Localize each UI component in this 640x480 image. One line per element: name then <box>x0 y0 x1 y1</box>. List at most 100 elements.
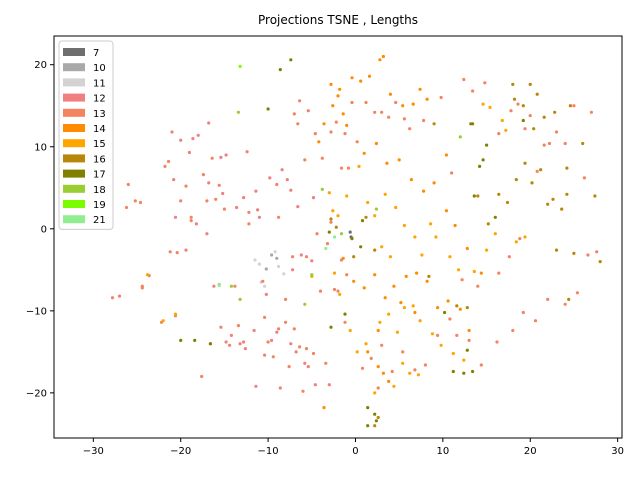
data-point <box>530 181 534 185</box>
data-point <box>376 415 380 420</box>
data-point <box>450 171 454 175</box>
data-point <box>304 255 309 259</box>
data-point <box>390 369 394 374</box>
legend-swatch <box>63 93 85 102</box>
data-point <box>229 284 233 288</box>
data-point <box>478 164 482 168</box>
data-point <box>455 333 459 337</box>
data-point <box>418 319 422 323</box>
data-point <box>350 100 354 105</box>
data-point <box>411 102 415 106</box>
data-point <box>367 74 372 78</box>
data-point <box>598 260 602 264</box>
data-point <box>140 284 144 288</box>
data-point <box>486 222 490 226</box>
data-point <box>402 223 406 228</box>
data-point <box>179 199 183 203</box>
data-point <box>535 169 539 173</box>
data-point <box>455 304 459 308</box>
legend-label: 7 <box>93 48 99 59</box>
data-point <box>329 82 333 86</box>
data-point <box>432 181 436 185</box>
data-point <box>208 342 212 346</box>
data-point <box>243 347 247 351</box>
data-point <box>173 312 178 316</box>
data-point <box>528 114 532 118</box>
data-point <box>472 269 476 274</box>
data-point <box>465 306 469 310</box>
data-point <box>329 130 333 134</box>
data-point <box>217 183 221 187</box>
legend-swatch <box>63 184 85 193</box>
data-point <box>511 82 515 86</box>
data-point <box>374 207 378 211</box>
data-point <box>462 371 466 375</box>
legend-label: 17 <box>93 170 106 181</box>
data-point <box>380 343 384 347</box>
data-point <box>481 158 485 162</box>
data-point <box>242 340 246 344</box>
data-point <box>280 168 284 172</box>
data-point <box>329 220 333 224</box>
data-point <box>263 315 267 319</box>
data-point <box>173 215 178 219</box>
data-point <box>284 320 288 324</box>
data-point <box>339 166 344 170</box>
legend-swatch <box>63 108 85 117</box>
data-point <box>205 232 209 236</box>
series-10 <box>264 253 279 271</box>
data-point <box>436 306 440 310</box>
data-point <box>299 253 303 257</box>
data-point <box>273 250 277 254</box>
legend-box <box>58 40 114 230</box>
legend-label: 14 <box>93 124 106 135</box>
data-point <box>184 248 188 252</box>
data-point <box>168 250 172 254</box>
data-point <box>460 278 464 282</box>
data-point <box>439 343 443 347</box>
data-point <box>476 194 480 198</box>
data-point <box>420 253 424 257</box>
data-point <box>373 273 377 277</box>
data-point <box>145 273 150 277</box>
data-point <box>292 112 296 116</box>
data-point <box>395 330 399 334</box>
legend-swatch <box>63 63 85 72</box>
data-point <box>467 338 471 342</box>
data-point <box>224 153 228 157</box>
data-point <box>238 64 242 68</box>
data-point <box>542 143 546 147</box>
y-tick-label: 20 <box>34 60 47 71</box>
data-point <box>523 127 527 131</box>
data-point <box>343 312 347 316</box>
data-point <box>339 232 344 236</box>
data-point <box>547 141 552 146</box>
data-point <box>360 366 365 370</box>
data-point <box>175 251 179 255</box>
data-point <box>219 155 223 159</box>
data-point <box>117 294 122 298</box>
data-point <box>303 302 307 306</box>
data-point <box>497 271 501 275</box>
data-point <box>270 338 274 342</box>
data-point <box>341 256 345 260</box>
data-point <box>179 138 183 142</box>
y-tick-label: 0 <box>41 224 47 235</box>
data-point <box>528 82 532 86</box>
data-point <box>411 304 415 308</box>
data-point <box>263 284 267 288</box>
data-point <box>373 248 377 252</box>
data-point <box>282 272 286 276</box>
data-point <box>179 338 183 342</box>
data-point <box>359 79 363 83</box>
data-point <box>306 365 310 369</box>
legend-label: 13 <box>93 109 106 120</box>
data-point <box>253 258 257 262</box>
data-point <box>535 92 539 96</box>
data-point <box>568 104 573 108</box>
data-point <box>430 332 434 336</box>
data-point <box>458 307 462 311</box>
data-point <box>448 317 452 321</box>
data-point <box>163 164 167 168</box>
data-point <box>533 319 538 323</box>
